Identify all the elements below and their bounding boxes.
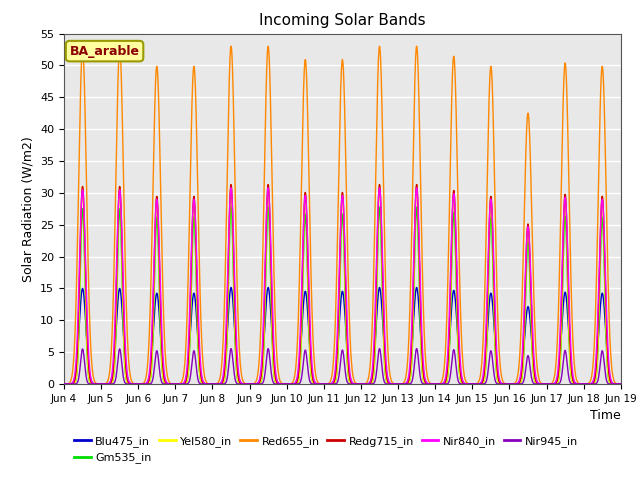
- Text: BA_arable: BA_arable: [70, 45, 140, 58]
- X-axis label: Time: Time: [590, 409, 621, 422]
- Title: Incoming Solar Bands: Incoming Solar Bands: [259, 13, 426, 28]
- Y-axis label: Solar Radiation (W/m2): Solar Radiation (W/m2): [22, 136, 35, 282]
- Legend: Blu475_in, Gm535_in, Yel580_in, Red655_in, Redg715_in, Nir840_in, Nir945_in: Blu475_in, Gm535_in, Yel580_in, Red655_i…: [70, 432, 582, 468]
